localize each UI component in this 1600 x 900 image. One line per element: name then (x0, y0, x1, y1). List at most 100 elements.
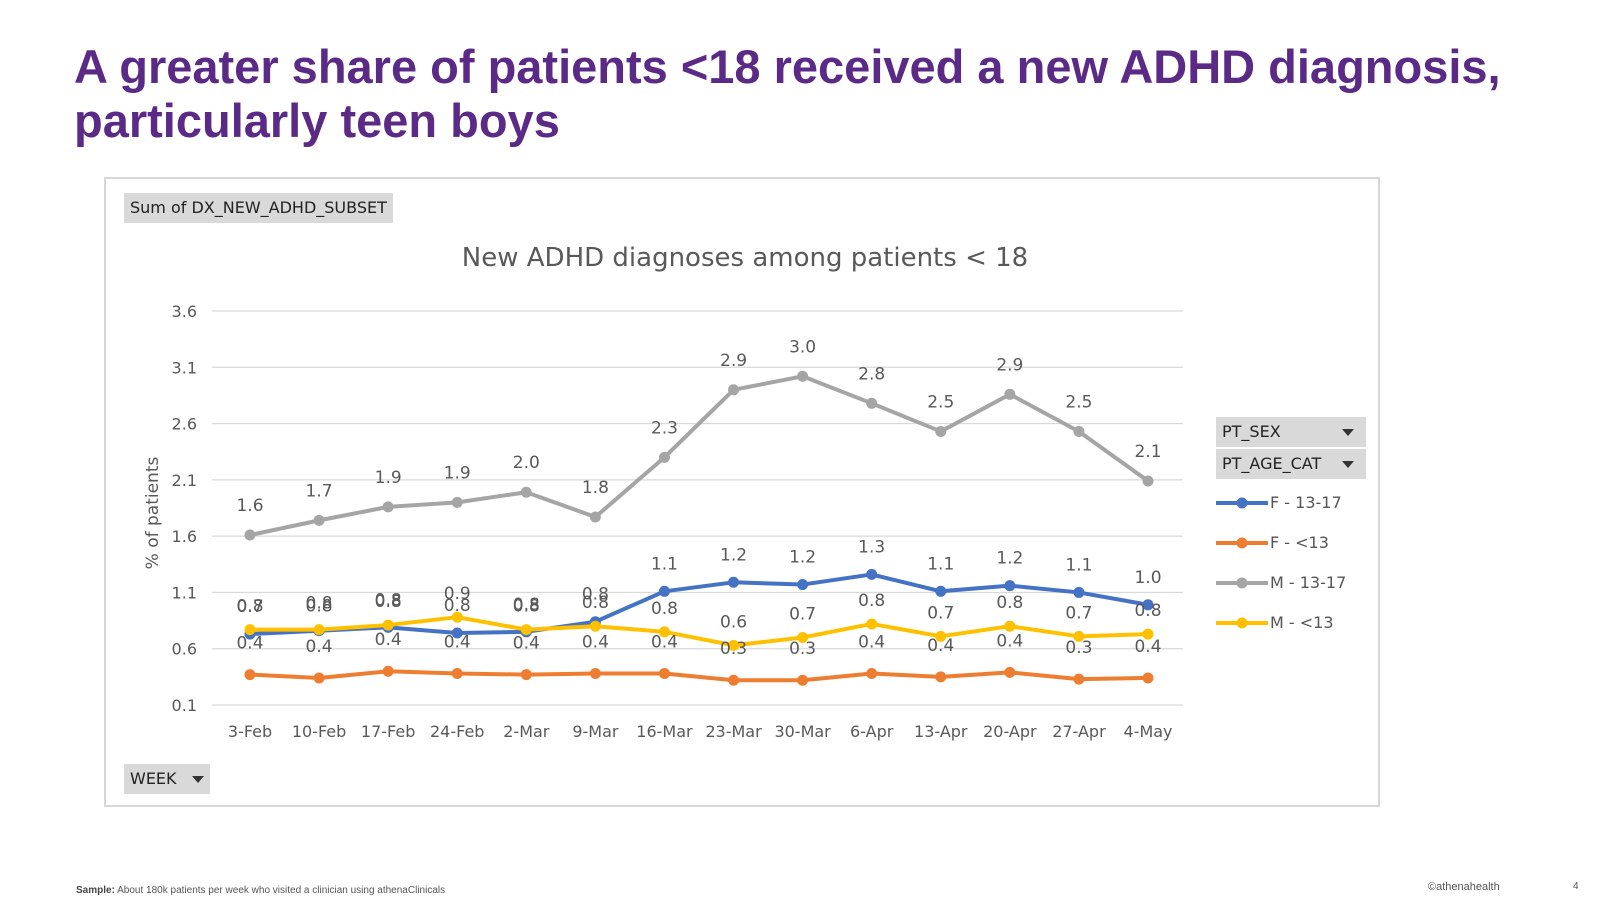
dropdown-arrow-icon (191, 776, 204, 783)
x-tick-label: 30-Mar (774, 722, 831, 741)
sum-field-label: Sum of DX_NEW_ADHD_SUBSET (130, 198, 387, 217)
sum-field-button[interactable]: Sum of DX_NEW_ADHD_SUBSET (124, 193, 393, 223)
data-label-f-13-17: 1.1 (1065, 555, 1092, 575)
data-label-f-13: 0.4 (651, 632, 678, 652)
data-label-m-13-17: 2.0 (513, 453, 540, 473)
series-line-m-13 (250, 615, 1149, 648)
data-point-f-13 (451, 667, 463, 679)
x-tick-label: 16-Mar (636, 722, 693, 741)
y-tick-label: 2.1 (172, 471, 197, 490)
data-point-m-13-17 (728, 384, 740, 396)
legend-item-m-13-17: M - 13-17 (1216, 563, 1386, 603)
data-label-f-13: 0.4 (582, 632, 609, 652)
data-label-f-13: 0.4 (444, 632, 471, 652)
legend-label: F - 13-17 (1270, 493, 1342, 512)
data-point-m-13 (1073, 630, 1085, 642)
week-field-button[interactable]: WEEK (124, 764, 210, 794)
data-label-f-13-17: 1.1 (927, 554, 954, 574)
footer-sample-label: Sample: (76, 885, 115, 896)
data-label-f-13: 0.4 (375, 630, 402, 650)
data-label-f-13: 0.4 (927, 636, 954, 656)
series-line-f-13-17 (249, 572, 1149, 637)
legend-swatch (1216, 617, 1268, 629)
data-point-f-13-17 (1142, 599, 1154, 611)
data-point-m-13-17 (658, 451, 670, 463)
data-point-f-13-17 (866, 568, 878, 580)
data-label-m-13-17: 1.7 (306, 481, 333, 501)
series-line-f-13 (249, 669, 1149, 683)
y-axis-ticks: 3.6 3.1 2.6 2.1 1.6 1.1 0.6 0.1 (172, 302, 197, 715)
x-tick-label: 20-Apr (983, 722, 1037, 741)
y-tick-label: 1.6 (172, 527, 197, 546)
data-label-m-13: 0.7 (927, 603, 954, 623)
data-label-m-13-17: 1.9 (444, 463, 471, 483)
x-tick-label: 2-Mar (503, 722, 550, 741)
dropdown-arrow-icon (1342, 461, 1354, 468)
data-label-f-13: 0.3 (720, 639, 747, 659)
data-point-m-13-17 (244, 529, 256, 541)
data-label-m-13-17: 2.9 (720, 351, 747, 371)
y-tick-label: 0.6 (172, 640, 197, 659)
footer-brand: ©athenahealth (1428, 881, 1500, 893)
data-point-m-13-17 (451, 496, 463, 508)
legend-item-f-13-17: F - 13-17 (1216, 483, 1386, 523)
data-point-f-13 (520, 669, 532, 681)
data-point-f-13-17 (728, 576, 740, 588)
data-point-m-13 (728, 639, 740, 651)
data-point-m-13-17 (1004, 388, 1016, 400)
data-point-f-13-17 (1004, 580, 1016, 592)
data-point-m-13-17 (797, 370, 809, 382)
data-label-f-13: 0.4 (996, 631, 1023, 651)
legend-label: M - 13-17 (1270, 573, 1347, 592)
data-label-f-13: 0.4 (513, 634, 540, 654)
x-tick-label: 3-Feb (228, 722, 272, 741)
chart-title: New ADHD diagnoses among patients < 18 (462, 243, 1028, 273)
data-point-m-13-17 (935, 425, 947, 437)
data-point-f-13-17 (1073, 586, 1085, 598)
data-point-m-13-17 (1073, 425, 1085, 437)
legend-swatch (1216, 537, 1268, 549)
data-point-f-13 (797, 674, 809, 686)
slide-title: A greater share of patients <18 received… (74, 40, 1534, 148)
data-point-m-13 (313, 624, 325, 636)
data-label-f-13-17: 1.2 (720, 545, 747, 565)
x-tick-label: 27-Apr (1052, 722, 1106, 741)
data-point-m-13 (1142, 628, 1154, 640)
legend-swatch (1216, 577, 1268, 589)
data-label-m-13: 0.8 (236, 597, 263, 617)
data-point-f-13 (1004, 666, 1016, 678)
sex-field-button[interactable]: PT_SEX (1216, 417, 1366, 447)
data-label-m-13: 0.8 (1134, 601, 1161, 621)
data-point-f-13 (728, 674, 740, 686)
age-field-button[interactable]: PT_AGE_CAT (1216, 449, 1366, 479)
data-label-f-13: 0.3 (789, 639, 816, 659)
data-label-f-13-17: 0.8 (444, 596, 471, 616)
data-label-m-13: 0.9 (444, 584, 471, 604)
x-axis-ticks: 3-Feb 10-Feb 17-Feb 24-Feb 2-Mar 9-Mar 16-Mar 2… (228, 722, 1173, 741)
data-label-m-13: 0.7 (1065, 603, 1092, 623)
data-label-f-13-17: 0.8 (582, 585, 609, 605)
data-label-m-13: 0.8 (513, 597, 540, 617)
data-label-m-13: 0.8 (375, 592, 402, 612)
data-label-m-13: 0.6 (720, 612, 747, 632)
y-tick-label: 0.1 (172, 696, 197, 715)
x-tick-label: 6-Apr (850, 722, 894, 741)
dropdown-arrow-icon (1342, 429, 1354, 436)
data-point-f-13 (658, 667, 670, 679)
data-point-f-13 (935, 671, 947, 683)
data-label-m-13: 0.8 (858, 591, 885, 611)
y-tick-label: 2.6 (172, 415, 197, 434)
footer-sample-note: Sample: About 180k patients per week who… (76, 885, 445, 896)
slide-title-line2: particularly teen boys (74, 94, 560, 147)
data-point-m-13 (451, 611, 463, 623)
data-point-m-13-17 (313, 514, 325, 526)
data-point-f-13 (313, 672, 325, 684)
legend-label: F - <13 (1270, 533, 1329, 552)
data-label-m-13-17: 2.8 (858, 364, 885, 384)
data-label-f-13: 0.4 (306, 637, 333, 657)
data-point-f-13 (1142, 672, 1154, 684)
data-point-f-13 (866, 667, 878, 679)
data-point-f-13 (1073, 673, 1085, 685)
data-point-f-13 (589, 667, 601, 679)
